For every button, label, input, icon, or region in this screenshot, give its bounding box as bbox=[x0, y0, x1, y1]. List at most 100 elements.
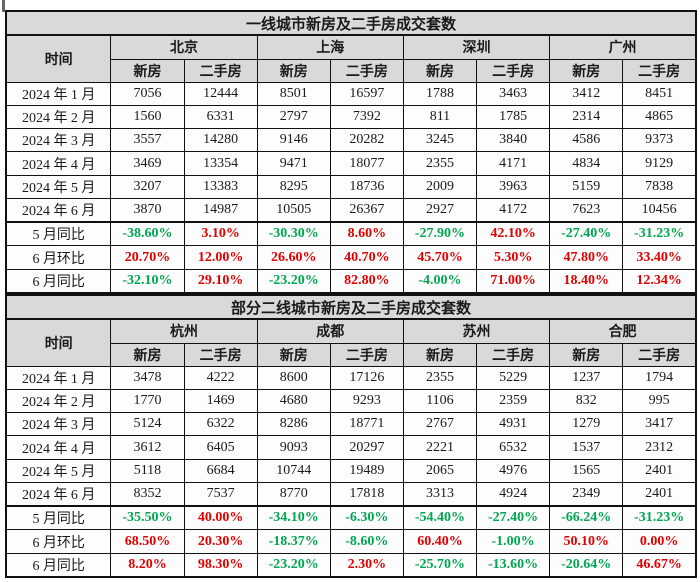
table-title: 部分二线城市新房及二手房成交套数 bbox=[5, 294, 697, 321]
percent-cell: 46.67% bbox=[622, 552, 697, 578]
value-cell: 2767 bbox=[402, 412, 478, 437]
value-cell: 2009 bbox=[402, 174, 478, 199]
new-home-subheader: 新房 bbox=[110, 58, 185, 83]
percent-cell: 45.70% bbox=[402, 245, 478, 270]
value-cell: 5118 bbox=[110, 458, 185, 483]
percent-cell: 8.20% bbox=[110, 552, 185, 578]
value-cell: 4924 bbox=[476, 481, 551, 507]
city-header-0: 杭州 bbox=[110, 318, 258, 344]
value-cell: 8501 bbox=[256, 81, 331, 107]
value-cell: 16597 bbox=[329, 81, 404, 107]
time-column-header: 时间 bbox=[5, 34, 112, 83]
value-cell: 3963 bbox=[476, 174, 551, 199]
value-cell: 13354 bbox=[183, 151, 258, 176]
percent-cell: 47.80% bbox=[549, 245, 624, 270]
value-cell: 8451 bbox=[622, 81, 697, 107]
value-cell: 10744 bbox=[256, 458, 331, 483]
percent-cell: -54.40% bbox=[402, 505, 478, 531]
value-cell: 18077 bbox=[329, 151, 404, 176]
month-data-row: 2024 年 4 月 3469 13354 9471 18077 2355 4171 4834… bbox=[5, 151, 697, 176]
value-cell: 18771 bbox=[329, 412, 404, 437]
month-label: 2024 年 2 月 bbox=[5, 104, 112, 130]
month-label: 2024 年 5 月 bbox=[5, 458, 112, 483]
value-cell: 2355 bbox=[402, 365, 478, 391]
percent-cell: 33.40% bbox=[622, 245, 697, 270]
percent-row-label: 5 月同比 bbox=[5, 221, 112, 247]
value-cell: 20282 bbox=[329, 128, 404, 153]
value-cell: 4222 bbox=[183, 365, 258, 391]
value-cell: 1770 bbox=[110, 388, 185, 414]
percent-cell: -30.30% bbox=[256, 221, 331, 247]
month-label: 2024 年 4 月 bbox=[5, 435, 112, 460]
value-cell: 26367 bbox=[329, 197, 404, 223]
value-cell: 7838 bbox=[622, 174, 697, 199]
value-cell: 9471 bbox=[256, 151, 331, 176]
month-label: 2024 年 3 月 bbox=[5, 128, 112, 153]
percent-cell: -18.37% bbox=[256, 529, 331, 554]
value-cell: 6322 bbox=[183, 412, 258, 437]
value-cell: 10456 bbox=[622, 197, 697, 223]
percent-cell: 3.10% bbox=[183, 221, 258, 247]
value-cell: 14280 bbox=[183, 128, 258, 153]
percent-cell: -27.40% bbox=[549, 221, 624, 247]
value-cell: 5124 bbox=[110, 412, 185, 437]
value-cell: 6684 bbox=[183, 458, 258, 483]
resale-home-subheader: 二手房 bbox=[622, 342, 697, 367]
month-data-row: 2024 年 6 月 8352 7537 8770 17818 3313 4924 2349 2… bbox=[5, 481, 697, 507]
month-label: 2024 年 1 月 bbox=[5, 365, 112, 391]
value-cell: 2314 bbox=[549, 104, 624, 130]
value-cell: 2927 bbox=[402, 197, 478, 223]
percent-cell: 60.40% bbox=[402, 529, 478, 554]
value-cell: 7623 bbox=[549, 197, 624, 223]
percent-cell: 71.00% bbox=[476, 268, 551, 294]
percent-cell: -32.10% bbox=[110, 268, 185, 294]
percent-cell: 20.70% bbox=[110, 245, 185, 270]
value-cell: 811 bbox=[402, 104, 478, 130]
value-cell: 6405 bbox=[183, 435, 258, 460]
value-cell: 4976 bbox=[476, 458, 551, 483]
value-cell: 12444 bbox=[183, 81, 258, 107]
value-cell: 832 bbox=[549, 388, 624, 414]
percent-cell: -34.10% bbox=[256, 505, 331, 531]
value-cell: 3313 bbox=[402, 481, 478, 507]
value-cell: 4172 bbox=[476, 197, 551, 223]
percent-cell: 5.30% bbox=[476, 245, 551, 270]
percent-cell: -31.23% bbox=[622, 505, 697, 531]
value-cell: 20297 bbox=[329, 435, 404, 460]
percent-row: 6 月同比 -32.10% 29.10% -23.20% 82.80% -4.00% 71.… bbox=[5, 268, 697, 294]
resale-home-subheader: 二手房 bbox=[476, 342, 551, 367]
month-data-row: 2024 年 6 月 3870 14987 10505 26367 2927 4172 762… bbox=[5, 197, 697, 223]
value-cell: 4171 bbox=[476, 151, 551, 176]
value-cell: 10505 bbox=[256, 197, 331, 223]
city-header-3: 广州 bbox=[549, 34, 697, 60]
percent-cell: 2.30% bbox=[329, 552, 404, 578]
value-cell: 1106 bbox=[402, 388, 478, 414]
value-cell: 4931 bbox=[476, 412, 551, 437]
percent-cell: 12.34% bbox=[622, 268, 697, 294]
value-cell: 3245 bbox=[402, 128, 478, 153]
new-home-subheader: 新房 bbox=[256, 342, 331, 367]
value-cell: 5229 bbox=[476, 365, 551, 391]
value-cell: 8286 bbox=[256, 412, 331, 437]
time-column-header: 时间 bbox=[5, 318, 112, 367]
new-home-subheader: 新房 bbox=[402, 342, 478, 367]
month-label: 2024 年 1 月 bbox=[5, 81, 112, 107]
resale-home-subheader: 二手房 bbox=[329, 342, 404, 367]
percent-row: 6 月环比 68.50% 20.30% -18.37% -8.60% 60.40% -1.0… bbox=[5, 529, 697, 554]
percent-cell: 0.00% bbox=[622, 529, 697, 554]
value-cell: 4586 bbox=[549, 128, 624, 153]
month-label: 2024 年 2 月 bbox=[5, 388, 112, 414]
tier2-cities-table: 部分二线城市新房及二手房成交套数 时间 杭州 成都 苏州 合肥 新房 二手房 新房 二手房 新房 二手… bbox=[5, 294, 697, 578]
month-data-row: 2024 年 1 月 7056 12444 8501 16597 1788 3463 3412… bbox=[5, 81, 697, 107]
percent-cell: -27.40% bbox=[476, 505, 551, 531]
value-cell: 4680 bbox=[256, 388, 331, 414]
percent-row-label: 6 月同比 bbox=[5, 552, 112, 578]
value-cell: 2221 bbox=[402, 435, 478, 460]
value-cell: 8295 bbox=[256, 174, 331, 199]
value-cell: 9093 bbox=[256, 435, 331, 460]
percent-cell: -4.00% bbox=[402, 268, 478, 294]
month-data-row: 2024 年 2 月 1770 1469 4680 9293 1106 2359 832 995 bbox=[5, 388, 697, 414]
city-header-row: 时间 杭州 成都 苏州 合肥 bbox=[5, 318, 697, 367]
month-label: 2024 年 4 月 bbox=[5, 151, 112, 176]
value-cell: 8352 bbox=[110, 481, 185, 507]
